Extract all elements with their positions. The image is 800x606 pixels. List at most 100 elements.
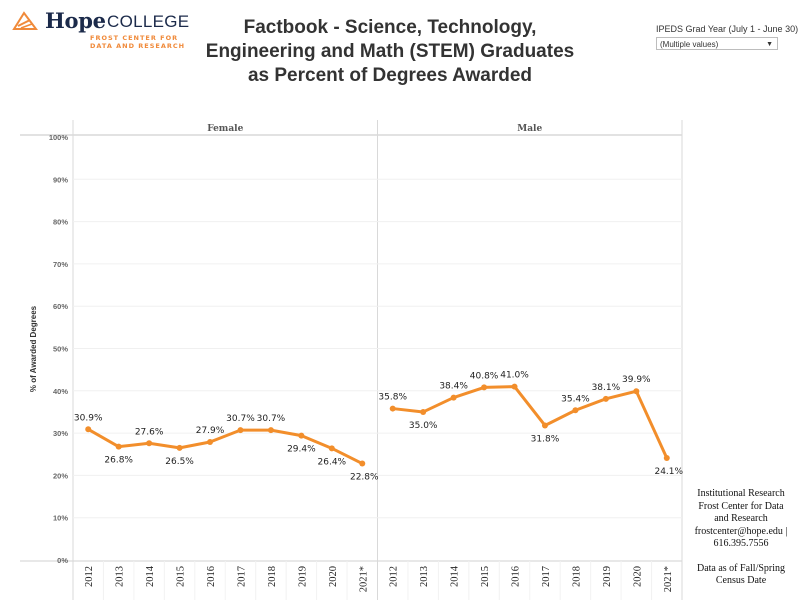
data-point	[663, 455, 670, 462]
x-tick-label: 2018	[267, 566, 278, 587]
hope-anchor-icon	[12, 11, 38, 30]
data-point	[237, 427, 244, 434]
x-tick-label: 2015	[176, 566, 187, 587]
y-axis: 0% 10% 20% 30% 40% 50% 60% 70% 80% 90% 100%	[49, 133, 69, 565]
footer-line-4[interactable]: frostcenter@hope.edu |	[694, 525, 788, 537]
x-tick-label: 2014	[450, 565, 461, 587]
x-tick-label: 2015	[480, 566, 491, 587]
logo-subtitle: FROST CENTER FOR DATA AND RESEARCH	[90, 34, 185, 50]
y-tick-label: 50%	[53, 345, 68, 354]
y-tick-label: 100%	[49, 133, 69, 142]
title-line-2: Engineering and Math (STEM) Graduates	[205, 41, 575, 62]
data-label: 41.0%	[500, 371, 529, 381]
x-tick-label: 2017	[236, 566, 247, 587]
data-point	[602, 395, 609, 402]
logo-name: Hope	[45, 8, 106, 33]
y-axis-title: % of Awarded Degrees	[29, 305, 38, 392]
data-label: 26.5%	[165, 457, 194, 467]
grad-year-filter-dropdown[interactable]: (Multiple values) ▼	[656, 37, 778, 50]
x-tick-label: 2013	[419, 566, 430, 587]
series-line-female	[87, 427, 363, 465]
panel-female: Female 2012 2013 2014 2015 2016 2017 2018 2019 20…	[74, 124, 379, 600]
logo-subtitle-line1: FROST CENTER FOR	[90, 34, 179, 42]
footer-line-2: Frost Center for Data	[698, 500, 784, 512]
data-point	[146, 440, 153, 447]
x-tick-label: 2018	[571, 566, 582, 587]
x-tick-label: 2016	[511, 566, 522, 587]
y-tick-label: 10%	[53, 514, 68, 523]
data-label: 29.4%	[287, 445, 316, 455]
footer-line-7: Census Date	[715, 575, 767, 586]
data-label: 24.1%	[654, 467, 683, 477]
data-point	[541, 422, 548, 429]
data-label: 35.0%	[409, 421, 438, 431]
footer-line-5: 616.395.7556	[713, 538, 769, 549]
footer-info: Institutional Research Frost Center for …	[684, 488, 798, 588]
data-point	[389, 405, 396, 412]
x-tick-label: 2021*	[663, 566, 674, 592]
footer-line-1: Institutional Research	[697, 488, 785, 499]
dropdown-arrow-icon: ▼	[766, 41, 773, 48]
panel-header-male: Male	[517, 124, 542, 134]
data-point	[633, 388, 640, 395]
title-line-3: as Percent of Degrees Awarded	[247, 65, 533, 86]
data-point	[207, 438, 214, 445]
data-label: 30.9%	[74, 413, 103, 423]
data-label: 31.8%	[531, 434, 560, 444]
x-tick-label: 2014	[145, 565, 156, 587]
panel-male: Male 2012 2013 2014 2015 2016 2017 2018 2019 2020…	[378, 124, 684, 600]
data-point	[298, 432, 305, 439]
data-label: 38.1%	[592, 383, 621, 393]
data-label: 26.4%	[318, 457, 347, 467]
x-tick-label: 2019	[297, 566, 308, 587]
y-tick-label: 60%	[53, 302, 68, 311]
y-tick-label: 40%	[53, 387, 68, 396]
data-point	[85, 426, 92, 433]
x-tick-label: 2012	[84, 566, 95, 587]
title-line-1: Factbook - Science, Technology,	[243, 17, 537, 38]
data-label: 27.9%	[196, 426, 225, 436]
logo-subtitle-line2: DATA AND RESEARCH	[90, 42, 186, 50]
data-point	[572, 407, 579, 414]
data-label: 30.7%	[226, 414, 255, 424]
x-tick-label: 2013	[115, 566, 126, 587]
data-label: 39.9%	[622, 375, 651, 385]
x-tick-label: 2020	[632, 566, 643, 587]
data-point	[511, 383, 518, 390]
data-point	[481, 384, 488, 391]
series-line-male	[392, 385, 669, 459]
x-tick-label: 2012	[389, 566, 400, 587]
panel-header-female: Female	[207, 124, 243, 134]
hope-college-logo: Hope COLLEGE FROST CENTER FOR DATA AND R…	[10, 8, 190, 50]
gridlines	[73, 178, 682, 519]
y-tick-label: 90%	[53, 175, 68, 184]
x-tick-label: 2021*	[358, 566, 369, 592]
footer-line-6: Data as of Fall/Spring	[696, 562, 786, 574]
data-label: 35.4%	[561, 394, 590, 404]
data-label: 27.6%	[135, 427, 164, 437]
y-tick-label: 70%	[53, 260, 68, 269]
page-title: Factbook - Science, Technology, Engineer…	[200, 16, 580, 88]
x-tick-label: 2020	[328, 566, 339, 587]
logo-college: COLLEGE	[107, 12, 190, 31]
data-label: 35.8%	[378, 393, 407, 403]
data-point	[420, 408, 427, 415]
chart-panels: Female 2012 2013 2014 2015 2016 2017 2018 2019 20…	[74, 124, 684, 600]
data-point	[115, 443, 122, 450]
data-point	[267, 427, 274, 434]
data-label: 30.7%	[257, 414, 286, 424]
data-label: 38.4%	[439, 382, 468, 392]
data-point	[176, 444, 183, 451]
data-point	[450, 394, 457, 401]
x-tick-label: 2017	[541, 566, 552, 587]
y-tick-label: 20%	[53, 471, 68, 480]
y-tick-label: 0%	[57, 556, 68, 565]
x-tick-label: 2016	[206, 566, 217, 587]
footer-line-3: and Research	[714, 513, 768, 524]
data-label: 40.8%	[470, 371, 499, 381]
x-tick-label: 2019	[602, 566, 613, 587]
data-point	[359, 460, 366, 467]
y-tick-label: 30%	[53, 429, 68, 438]
grad-year-filter-value: (Multiple values)	[660, 40, 719, 49]
